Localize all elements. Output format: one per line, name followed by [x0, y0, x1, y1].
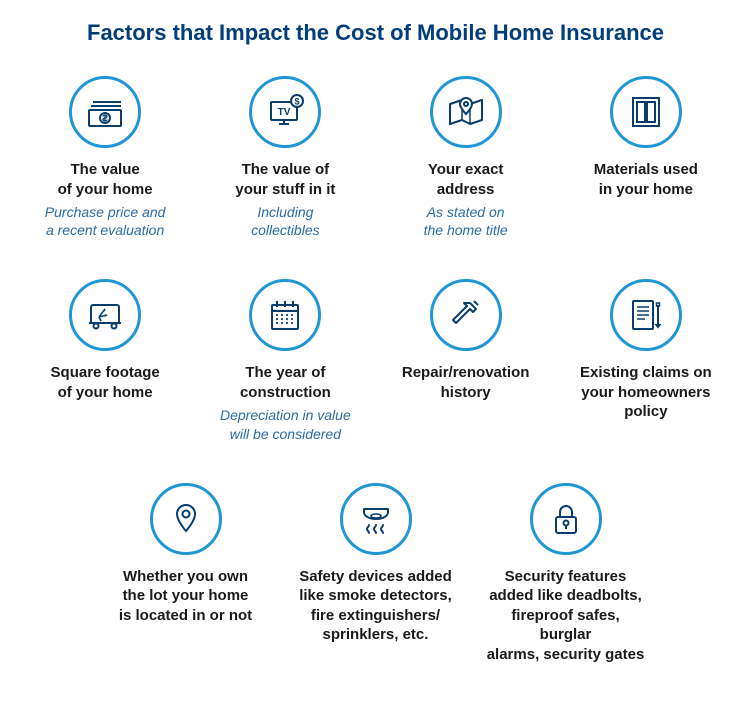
- hammer-icon: [430, 279, 502, 351]
- factor-card: The valueof your home Purchase price anda…: [30, 76, 180, 239]
- lock-icon: [530, 483, 602, 555]
- page-title: Factors that Impact the Cost of Mobile H…: [30, 20, 721, 46]
- factor-title: Square footageof your home: [51, 363, 160, 402]
- factors-row: Square footageof your home The year ofco…: [30, 279, 721, 442]
- factor-card: Materials usedin your home: [571, 76, 721, 239]
- factor-title: Your exactaddress: [428, 160, 504, 199]
- money-stack-icon: [69, 76, 141, 148]
- factors-row: The valueof your home Purchase price anda…: [30, 76, 721, 239]
- svg-text:TV: TV: [278, 107, 291, 118]
- factor-title: Security featuresadded like deadbolts,fi…: [486, 567, 646, 665]
- factor-title: Safety devices addedlike smoke detectors…: [299, 567, 452, 645]
- factor-title: Existing claims onyour homeownerspolicy: [580, 363, 712, 422]
- factor-card: Security featuresadded like deadbolts,fi…: [486, 483, 646, 669]
- factors-grid: The valueof your home Purchase price anda…: [30, 76, 721, 668]
- factors-row: Whether you ownthe lot your homeis locat…: [30, 483, 721, 669]
- factor-subtitle: Purchase price anda recent evaluation: [45, 203, 166, 239]
- factor-card: Existing claims onyour homeownerspolicy: [571, 279, 721, 442]
- window-icon: [610, 76, 682, 148]
- factor-title: Whether you ownthe lot your homeis locat…: [119, 567, 252, 626]
- document-pen-icon: [610, 279, 682, 351]
- factor-card: The year ofconstruction Depreciation in v…: [210, 279, 360, 442]
- smoke-detector-icon: [340, 483, 412, 555]
- factor-card: TV $ The value ofyour stuff in it Includi…: [210, 76, 360, 239]
- factor-card: Whether you ownthe lot your homeis locat…: [106, 483, 266, 669]
- factor-title: Materials usedin your home: [594, 160, 698, 199]
- factor-card: Safety devices addedlike smoke detectors…: [296, 483, 456, 669]
- factor-title: Repair/renovationhistory: [402, 363, 530, 402]
- tv-dollar-icon: TV $: [249, 76, 321, 148]
- svg-text:$: $: [295, 97, 300, 107]
- factor-title: The valueof your home: [58, 160, 153, 199]
- factor-title: The value ofyour stuff in it: [235, 160, 335, 199]
- calendar-icon: [249, 279, 321, 351]
- trailer-icon: [69, 279, 141, 351]
- factor-title: The year ofconstruction: [240, 363, 331, 402]
- factor-subtitle: Includingcollectibles: [251, 203, 319, 239]
- factor-subtitle: As stated onthe home title: [424, 203, 508, 239]
- factor-card: Square footageof your home: [30, 279, 180, 442]
- map-pin-icon: [430, 76, 502, 148]
- factor-card: Repair/renovationhistory: [391, 279, 541, 442]
- factor-card: Your exactaddress As stated onthe home ti…: [391, 76, 541, 239]
- location-pin-icon: [150, 483, 222, 555]
- factor-subtitle: Depreciation in valuewill be considered: [220, 406, 351, 442]
